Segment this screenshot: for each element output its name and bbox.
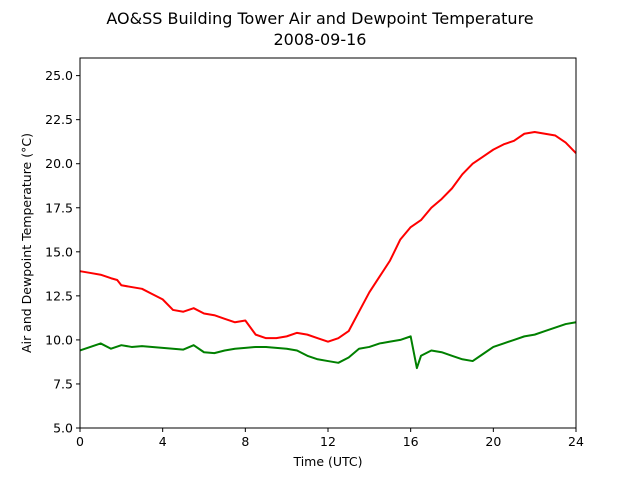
x-tick-label: 0: [76, 434, 84, 449]
series-layer: [79, 131, 577, 370]
y-tick-label: 12.5: [45, 288, 73, 303]
x-axis-label: Time (UTC): [292, 454, 362, 469]
ticks-layer: 0 4 8 12 16 20 24 5.0 7.5 10.0 12.5 15.0 17.5 20.0 22.…: [45, 68, 584, 449]
x-tick-label: 16: [403, 434, 419, 449]
y-tick-label: 22.5: [45, 112, 73, 127]
y-tick-label: 20.0: [45, 156, 73, 171]
y-tick-label: 10.0: [45, 332, 73, 347]
chart-subtitle: 2008-09-16: [274, 30, 367, 49]
x-tick-label: 4: [159, 434, 167, 449]
x-tick-label: 12: [320, 434, 336, 449]
y-tick-label: 7.5: [53, 376, 73, 391]
x-tick-label: 8: [241, 434, 249, 449]
chart-title: AO&SS Building Tower Air and Dewpoint Te…: [106, 9, 533, 28]
y-tick-label: 15.0: [45, 244, 73, 259]
x-tick-label: 20: [485, 434, 501, 449]
y-tick-label: 17.5: [45, 200, 73, 215]
y-axis-label: Air and Dewpoint Temperature (°C): [19, 133, 34, 353]
x-tick-label: 24: [568, 434, 584, 449]
air-temperature-line: [79, 131, 577, 343]
y-tick-label: 5.0: [53, 421, 73, 436]
plot-frame: [79, 57, 577, 429]
y-tick-label: 25.0: [45, 68, 73, 83]
dewpoint-temperature-line: [79, 321, 577, 370]
